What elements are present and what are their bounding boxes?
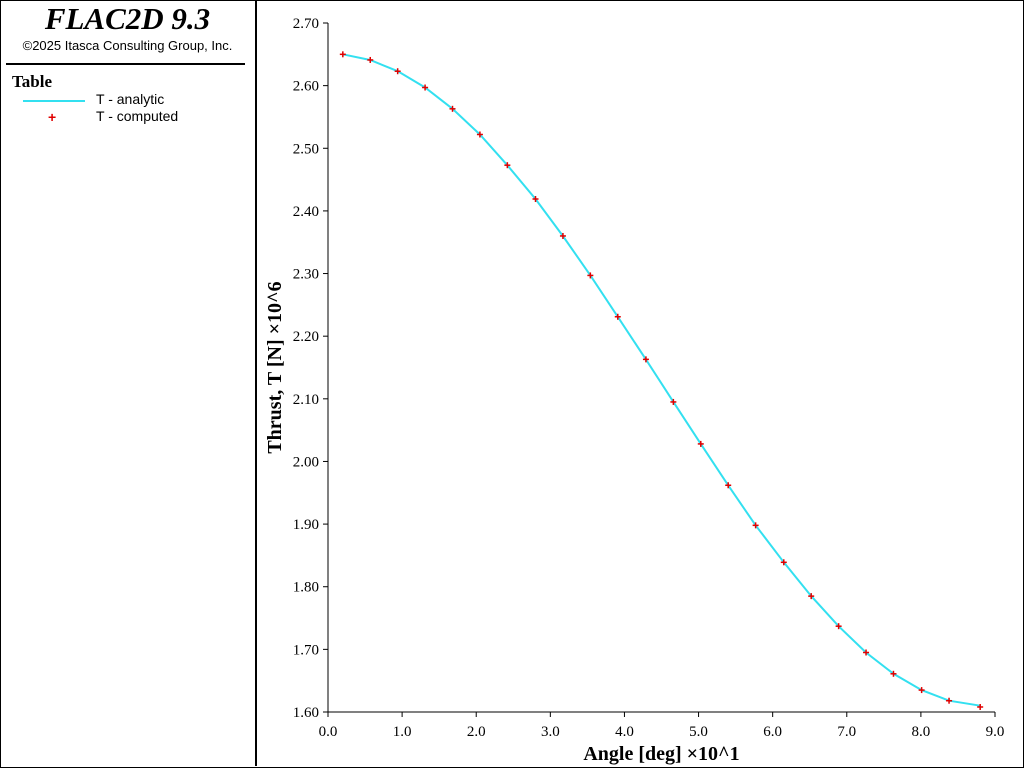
y-tick-label: 2.10 [293,392,319,408]
data-point-computed [559,232,566,239]
y-tick-label: 2.00 [293,454,319,470]
x-tick-label: 4.0 [615,724,634,740]
legend-line-swatch [23,100,85,102]
data-point-computed [780,559,787,566]
x-tick-label: 2.0 [467,724,486,740]
legend-heading: Table [12,72,53,91]
data-point-computed [532,196,539,203]
y-tick-label: 1.90 [293,517,319,533]
data-point-computed [587,272,594,279]
y-tick-label: 2.60 [293,79,319,95]
data-point-computed [977,703,984,710]
legend-entry-computed: + T - computed [20,108,250,125]
x-tick-label: 1.0 [393,724,412,740]
legend-label-analytic: T - analytic [96,91,165,107]
y-tick-label: 2.20 [293,329,319,345]
plot-area: 1.60 1.70 1.80 1.90 2.00 2.10 2.20 2.30 2.40 2.50… [264,16,1005,765]
x-tick-label: 6.0 [763,724,782,740]
legend-panel: FLAC2D 9.3 ©2025 Itasca Consulting Group… [0,0,257,766]
data-point-computed [339,51,346,58]
x-tick-label: 3.0 [541,724,560,740]
y-tick-label: 2.70 [293,16,319,32]
data-point-computed [614,313,621,320]
data-point-computed [476,131,483,138]
x-tick-label: 0.0 [319,724,338,740]
series-layer [339,51,984,710]
data-point-computed [863,649,870,656]
legend-divider [6,63,245,65]
y-tick-label: 1.70 [293,642,319,658]
y-axis-title: Thrust, T [N] ×10^6 [264,281,286,453]
series-line-analytic [342,53,981,707]
data-point-computed [367,56,374,63]
x-tick-label: 7.0 [837,724,856,740]
legend-marker-swatch: + [48,109,57,125]
x-axis-title: Angle [deg] ×10^1 [583,743,739,765]
data-point-computed [918,687,925,694]
data-point-computed [697,440,704,447]
data-point-computed [449,105,456,112]
data-point-computed [394,68,401,75]
data-point-computed [808,593,815,600]
data-point-computed [946,697,953,704]
data-point-computed [835,623,842,630]
x-tick-label: 9.0 [986,724,1005,740]
legend-entry-analytic: T - analytic [20,91,250,108]
data-point-computed [422,84,429,91]
data-point-computed [725,482,732,489]
axes: 1.60 1.70 1.80 1.90 2.00 2.10 2.20 2.30 2.40 2.50… [293,16,1005,740]
legend-label-computed: T - computed [96,108,179,124]
data-point-computed [670,398,677,405]
data-point-computed [642,356,649,363]
copyright-text: ©2025 Itasca Consulting Group, Inc. [22,38,233,53]
y-tick-label: 1.80 [293,580,319,596]
y-tick-label: 2.40 [293,204,319,220]
data-point-computed [890,670,897,677]
y-tick-label: 2.30 [293,267,319,283]
y-tick-label: 1.60 [293,705,319,721]
app-title: FLAC2D 9.3 [44,1,211,36]
x-tick-label: 8.0 [912,724,931,740]
x-tick-label: 5.0 [689,724,708,740]
data-point-computed [752,522,759,529]
y-tick-label: 2.50 [293,141,319,157]
data-point-computed [504,162,511,169]
